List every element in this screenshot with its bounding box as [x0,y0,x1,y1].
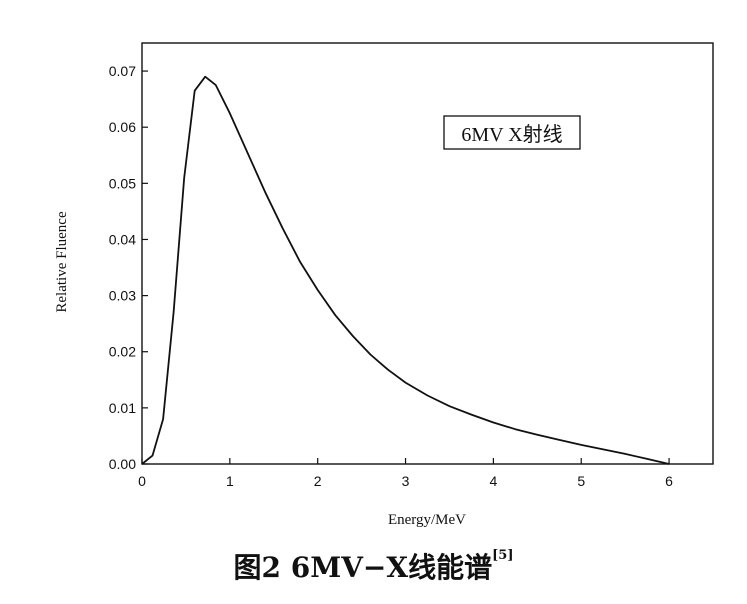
caption-reference: [5] [492,548,514,563]
x-tick-label: 1 [226,473,234,489]
x-tick-label: 4 [489,473,497,489]
x-tick-label: 3 [402,473,410,489]
y-tick-label: 0.03 [109,288,136,304]
y-tick-label: 0.07 [109,63,136,79]
x-tick-label: 0 [138,473,146,489]
legend-frame [443,115,581,150]
x-tick-label: 6 [665,473,673,489]
y-tick-label: 0.00 [109,456,136,472]
caption-text: 图2 6MV−X线能谱 [233,551,493,584]
y-tick-label: 0.05 [109,175,136,191]
y-tick-label: 0.01 [109,400,136,416]
plot-area-frame [141,42,714,465]
x-axis-title: Energy/MeV [388,512,466,528]
y-tick-label: 0.06 [109,119,136,135]
legend-entry: 6MV X射线 [461,123,562,146]
legend: 6MV X射线 [443,115,581,150]
x-tick-label: 2 [314,473,322,489]
y-axis-title: Relative Fluence [54,211,70,313]
y-tick-label: 0.02 [109,344,136,360]
series-line [141,75,670,465]
figure-caption: 图2 6MV−X线能谱[5] [0,546,747,586]
x-tick-label: 5 [577,473,585,489]
y-tick-label: 0.04 [109,231,136,247]
